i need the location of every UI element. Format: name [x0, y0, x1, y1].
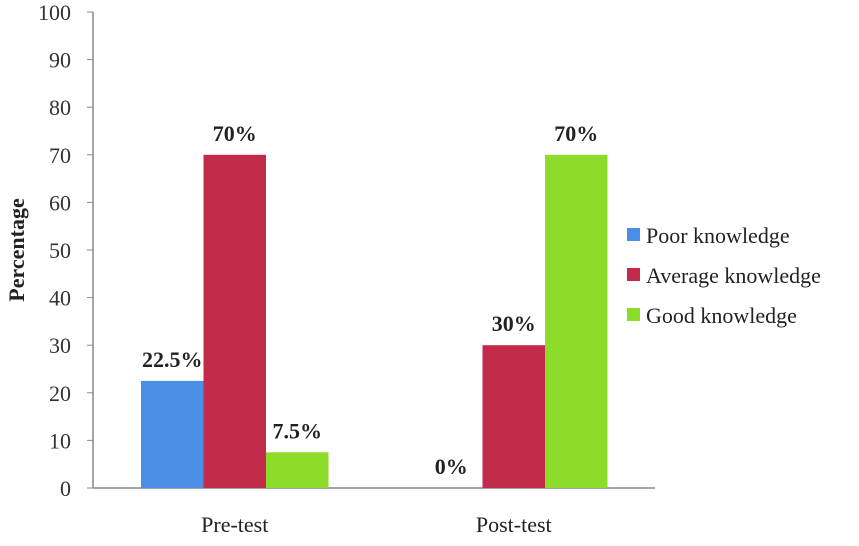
data-label: 70%	[554, 121, 598, 146]
data-label: 7.5%	[273, 418, 323, 443]
y-tick-label: 0	[60, 476, 71, 501]
data-label: 30%	[492, 311, 536, 336]
y-axis-label: Percentage	[4, 198, 29, 302]
bar-1-1	[482, 345, 545, 488]
x-tick-label: Pre-test	[201, 512, 268, 537]
x-tick-label: Post-test	[476, 512, 552, 537]
bar-1-0	[203, 154, 266, 489]
y-tick-label: 80	[49, 95, 71, 120]
y-tick-label: 70	[49, 143, 71, 168]
y-tick-label: 100	[38, 0, 71, 25]
y-tick-label: 20	[49, 381, 71, 406]
data-label: 0%	[435, 454, 468, 479]
legend-label: Good knowledge	[646, 303, 797, 328]
bar-2-0	[266, 452, 329, 488]
y-tick-label: 40	[49, 286, 71, 311]
y-tick-label: 50	[49, 238, 71, 263]
legend-label: Average knowledge	[646, 263, 821, 288]
data-label: 70%	[213, 121, 257, 146]
y-tick-label: 60	[49, 190, 71, 215]
y-tick-label: 30	[49, 333, 71, 358]
y-tick-label: 10	[49, 428, 71, 453]
data-label: 22.5%	[142, 347, 203, 372]
legend-label: Poor knowledge	[646, 223, 790, 248]
bar-2-1	[545, 154, 608, 489]
legend-swatch	[627, 228, 640, 241]
bar-0-0	[141, 380, 204, 488]
legend-swatch	[627, 268, 640, 281]
legend-swatch	[627, 308, 640, 321]
y-tick-label: 90	[49, 48, 71, 73]
